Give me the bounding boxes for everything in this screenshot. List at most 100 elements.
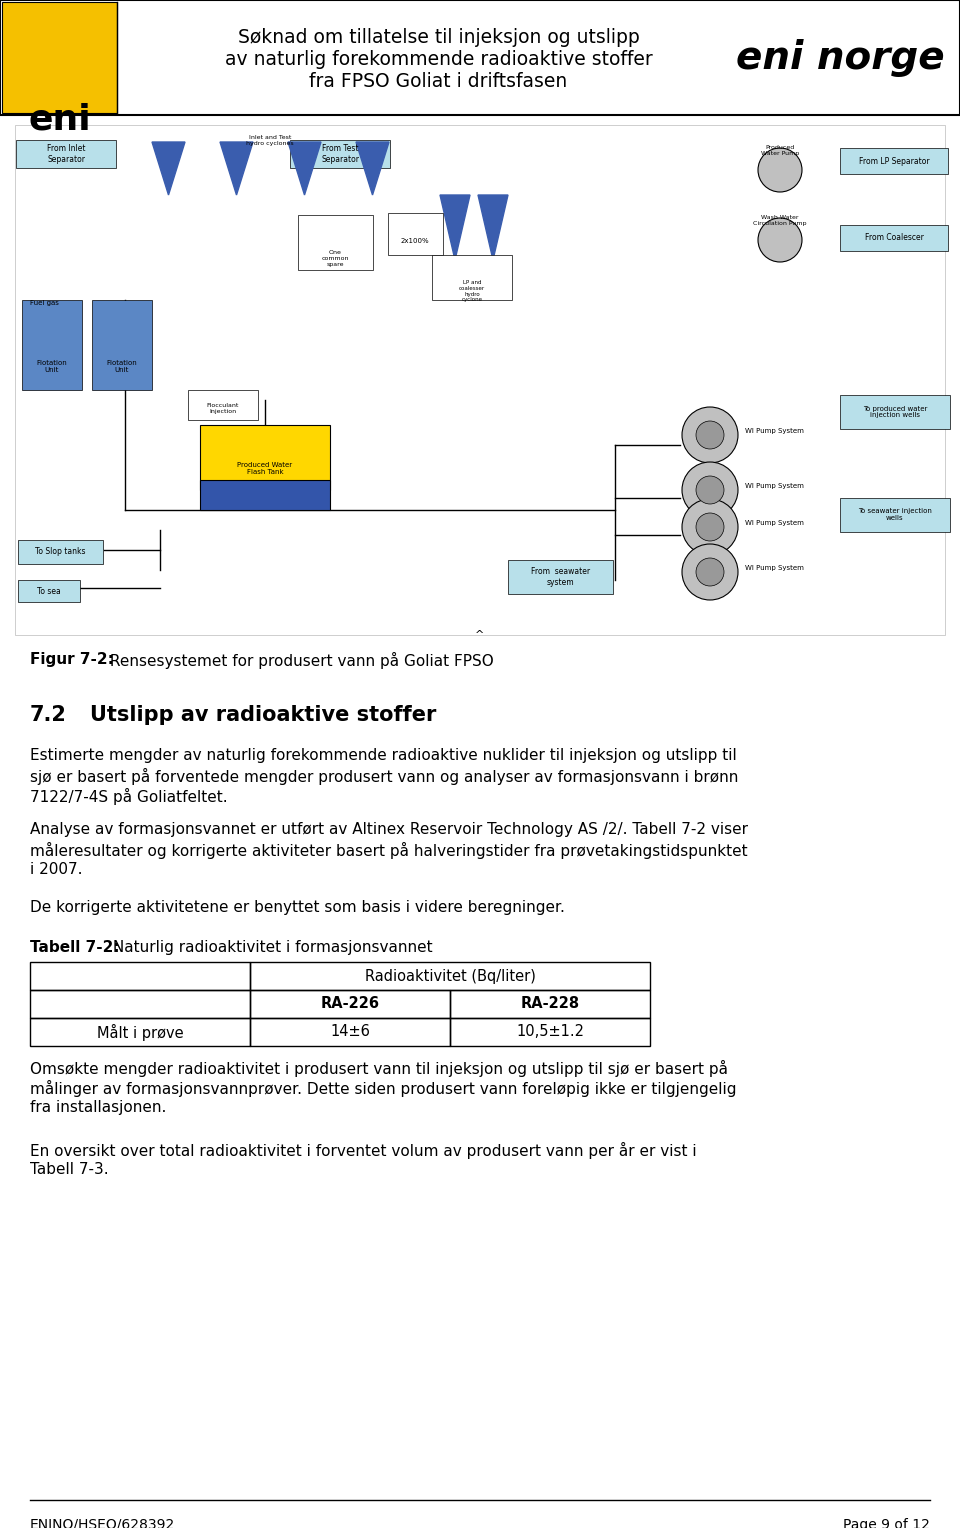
Bar: [18, 581, 80, 602]
Text: Målt i prøve: Målt i prøve: [97, 1024, 183, 1041]
Circle shape: [682, 500, 738, 555]
Text: En oversikt over total radioaktivitet i forventet volum av produsert vann per år: En oversikt over total radioaktivitet i …: [30, 1141, 697, 1160]
Text: Estimerte mengder av naturlig forekommende radioaktive nuklider til injeksjon og: Estimerte mengder av naturlig forekommen…: [30, 749, 736, 762]
Bar: [840, 225, 948, 251]
Bar: [30, 963, 250, 990]
Bar: [2, 2, 117, 113]
Text: WI Pump System: WI Pump System: [745, 520, 804, 526]
Text: Utslipp av radioaktive stoffer: Utslipp av radioaktive stoffer: [90, 704, 437, 724]
Bar: [298, 215, 373, 270]
Text: From  seawater
system: From seawater system: [531, 567, 590, 587]
Circle shape: [696, 477, 724, 504]
Bar: [250, 963, 650, 990]
Text: WI Pump System: WI Pump System: [745, 565, 804, 571]
Text: Radioaktivitet (Bq/liter): Radioaktivitet (Bq/liter): [365, 969, 536, 984]
Polygon shape: [220, 142, 253, 196]
Text: From LP Separator: From LP Separator: [858, 156, 929, 165]
Bar: [30, 990, 250, 1018]
Text: ENINO/HSEQ/628392: ENINO/HSEQ/628392: [30, 1517, 176, 1528]
Text: Flotation
Unit: Flotation Unit: [107, 361, 137, 373]
Bar: [840, 498, 950, 532]
Text: av naturlig forekommende radioaktive stoffer: av naturlig forekommende radioaktive sto…: [225, 50, 653, 69]
Text: WI Pump System: WI Pump System: [745, 483, 804, 489]
Text: fra installasjonen.: fra installasjonen.: [30, 1100, 166, 1115]
Text: eni norge: eni norge: [736, 40, 945, 76]
Polygon shape: [288, 142, 321, 196]
Bar: [0, 0, 960, 115]
Bar: [250, 1018, 450, 1047]
Bar: [450, 990, 650, 1018]
Text: From Test
Separator: From Test Separator: [321, 144, 359, 163]
Bar: [432, 255, 512, 299]
Text: LP and
coalesser
hydro
cyclone: LP and coalesser hydro cyclone: [459, 280, 485, 303]
Text: Page 9 of 12: Page 9 of 12: [843, 1517, 930, 1528]
Text: 2x100%: 2x100%: [400, 238, 429, 244]
Text: RA-226: RA-226: [321, 996, 379, 1012]
Bar: [840, 148, 948, 174]
Bar: [92, 299, 152, 390]
Text: Naturlig radioaktivitet i formasjonsvannet: Naturlig radioaktivitet i formasjonsvann…: [108, 940, 433, 955]
Text: Wash Water
Circulation Pump: Wash Water Circulation Pump: [754, 215, 806, 226]
Text: fra FPSO Goliat i driftsfasen: fra FPSO Goliat i driftsfasen: [309, 72, 567, 92]
Text: One
common
spare: One common spare: [322, 251, 348, 266]
Text: 7.2: 7.2: [30, 704, 67, 724]
Bar: [388, 212, 443, 255]
Text: Tabell 7-2:: Tabell 7-2:: [30, 940, 120, 955]
Text: Inlet and Test
hydro cyclones: Inlet and Test hydro cyclones: [246, 134, 294, 145]
Polygon shape: [152, 142, 185, 196]
Bar: [250, 990, 450, 1018]
Circle shape: [682, 461, 738, 518]
Bar: [30, 1018, 250, 1047]
Text: sjø er basert på forventede mengder produsert vann og analyser av formasjonsvann: sjø er basert på forventede mengder prod…: [30, 769, 738, 785]
Text: ^: ^: [475, 630, 485, 640]
Text: eni: eni: [28, 102, 91, 138]
Text: 10,5±1.2: 10,5±1.2: [516, 1024, 584, 1039]
Polygon shape: [440, 196, 470, 260]
Text: Produced Water
Flash Tank: Produced Water Flash Tank: [237, 461, 293, 475]
Text: From Coalescer: From Coalescer: [865, 234, 924, 243]
Text: Omsøkte mengder radioaktivitet i produsert vann til injeksjon og utslipp til sjø: Omsøkte mengder radioaktivitet i produse…: [30, 1060, 728, 1077]
Text: Fuel gas: Fuel gas: [30, 299, 59, 306]
Text: måleresultater og korrigerte aktiviteter basert på halveringstider fra prøvetaki: måleresultater og korrigerte aktiviteter…: [30, 842, 748, 859]
Circle shape: [696, 558, 724, 587]
Bar: [450, 1018, 650, 1047]
Text: 7122/7-4S på Goliatfeltet.: 7122/7-4S på Goliatfeltet.: [30, 788, 228, 805]
Bar: [200, 425, 330, 490]
Bar: [200, 480, 330, 510]
Text: RA-228: RA-228: [520, 996, 580, 1012]
Text: To sea: To sea: [37, 587, 60, 596]
Bar: [508, 559, 613, 594]
Text: Analyse av formasjonsvannet er utført av Altinex Reservoir Technology AS /2/. Ta: Analyse av formasjonsvannet er utført av…: [30, 822, 748, 837]
Text: To produced water
injection wells: To produced water injection wells: [863, 405, 927, 419]
Polygon shape: [356, 142, 389, 196]
Circle shape: [758, 219, 802, 261]
Circle shape: [696, 513, 724, 541]
Circle shape: [682, 406, 738, 463]
Bar: [22, 299, 82, 390]
Text: Produced
Water Pump: Produced Water Pump: [761, 145, 799, 156]
Text: Flocculant
Injection: Flocculant Injection: [206, 403, 239, 414]
Text: 14±6: 14±6: [330, 1024, 370, 1039]
Text: From Inlet
Separator: From Inlet Separator: [47, 144, 85, 163]
Circle shape: [682, 544, 738, 601]
Circle shape: [696, 422, 724, 449]
Bar: [15, 125, 945, 636]
Text: Flotation
Unit: Flotation Unit: [36, 361, 67, 373]
Bar: [18, 539, 103, 564]
Bar: [16, 141, 116, 168]
Text: De korrigerte aktivitetene er benyttet som basis i videre beregninger.: De korrigerte aktivitetene er benyttet s…: [30, 900, 564, 915]
Bar: [840, 396, 950, 429]
Text: To seawater injection
wells: To seawater injection wells: [858, 509, 932, 521]
Text: Søknad om tillatelse til injeksjon og utslipp: Søknad om tillatelse til injeksjon og ut…: [238, 28, 639, 47]
Bar: [290, 141, 390, 168]
Text: i 2007.: i 2007.: [30, 862, 83, 877]
Text: Rensesystemet for produsert vann på Goliat FPSO: Rensesystemet for produsert vann på Goli…: [105, 652, 493, 669]
Bar: [188, 390, 258, 420]
Polygon shape: [478, 196, 508, 260]
Text: målinger av formasjonsvannprøver. Dette siden produsert vann foreløpig ikke er t: målinger av formasjonsvannprøver. Dette …: [30, 1080, 736, 1097]
Text: To Slop tanks: To Slop tanks: [36, 547, 85, 556]
Circle shape: [758, 148, 802, 193]
Text: Tabell 7-3.: Tabell 7-3.: [30, 1161, 108, 1177]
Text: Figur 7-2:: Figur 7-2:: [30, 652, 114, 668]
Text: WI Pump System: WI Pump System: [745, 428, 804, 434]
